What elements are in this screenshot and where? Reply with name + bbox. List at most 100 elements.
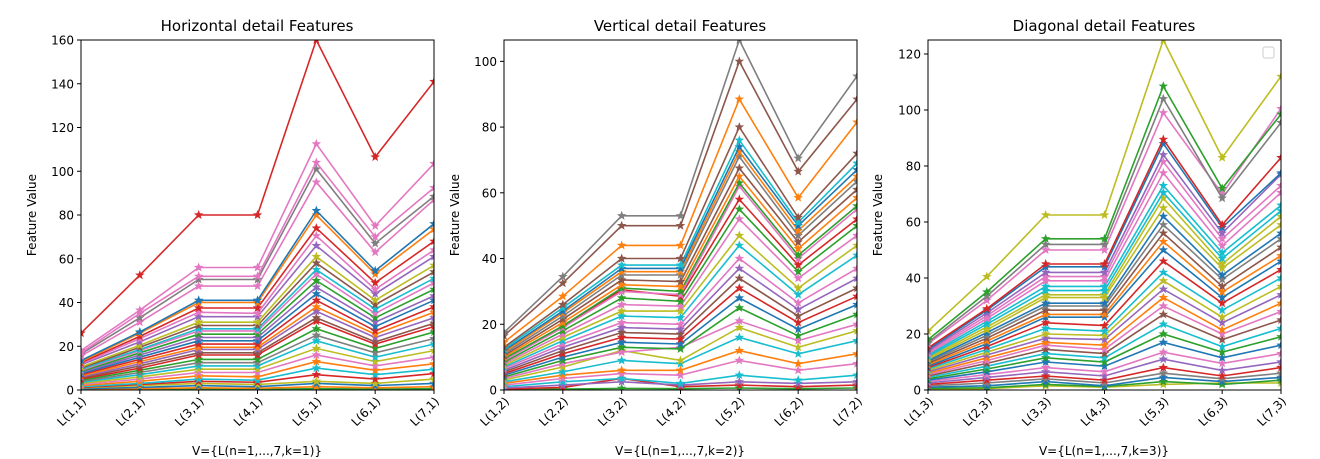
star-marker	[793, 260, 803, 270]
star-marker	[1158, 107, 1169, 117]
star-marker	[982, 319, 992, 329]
star-marker	[193, 354, 204, 364]
star-marker	[504, 337, 509, 347]
x-tick-label: L(2,2)	[536, 394, 571, 429]
star-marker	[1099, 361, 1110, 371]
star-marker	[558, 348, 568, 358]
star-marker	[982, 358, 992, 368]
star-marker	[734, 230, 745, 240]
star-marker	[734, 376, 745, 386]
chart-diagonal-detail: Diagonal detail Features V={L(n=1,...,7,…	[871, 17, 1289, 458]
chart-vertical-detail: Vertical detail Features V={L(n=1,...,7,…	[448, 17, 865, 458]
star-marker	[793, 273, 803, 283]
star-marker	[1276, 71, 1281, 81]
star-marker	[311, 138, 322, 148]
star-marker	[1276, 200, 1281, 210]
star-marker	[736, 40, 743, 44]
star-marker	[311, 381, 322, 390]
star-marker	[734, 94, 745, 104]
star-marker	[1040, 357, 1051, 366]
star-marker	[311, 376, 322, 386]
star-marker	[558, 362, 568, 371]
star-marker	[1217, 247, 1227, 257]
star-marker	[675, 281, 686, 291]
star-marker	[734, 141, 745, 151]
star-marker	[429, 318, 434, 328]
plot-area: 0 20 40 60 80 100 120 140 160 L(1,1) L(2,1) L(3,1) L…	[51, 34, 442, 429]
star-marker	[370, 347, 380, 357]
star-marker	[193, 374, 204, 384]
x-axis-label: V={L(n=1,...,7,k=1)}	[192, 444, 322, 458]
y-tick-label: 0	[66, 384, 74, 398]
star-marker	[370, 265, 380, 275]
star-marker	[370, 343, 380, 353]
star-marker	[370, 299, 380, 309]
star-marker	[1099, 301, 1110, 310]
star-marker	[616, 337, 627, 347]
star-marker	[311, 343, 322, 353]
star-marker	[982, 364, 992, 373]
star-marker	[982, 291, 992, 301]
star-marker	[252, 281, 263, 291]
star-marker	[734, 178, 745, 187]
y-tick-label: 60	[59, 252, 74, 266]
star-marker	[675, 306, 686, 316]
star-marker	[616, 373, 627, 383]
star-marker	[852, 299, 857, 309]
star-marker	[1040, 348, 1051, 358]
star-marker	[675, 260, 686, 270]
star-marker	[982, 378, 992, 387]
star-marker	[1040, 373, 1051, 383]
star-marker	[1276, 357, 1281, 366]
star-marker	[1158, 362, 1169, 372]
star-marker	[429, 307, 434, 317]
star-marker	[370, 374, 380, 384]
star-marker	[852, 214, 857, 224]
star-marker	[370, 269, 380, 279]
star-marker	[928, 338, 933, 348]
star-marker	[1276, 219, 1281, 229]
x-tick-label: L(6,1)	[349, 394, 384, 429]
star-marker	[734, 302, 745, 312]
y-tick-label: 80	[906, 160, 921, 174]
star-marker	[1099, 289, 1110, 299]
star-marker	[1099, 366, 1110, 376]
star-marker	[616, 210, 627, 220]
star-marker	[370, 317, 380, 327]
star-marker	[1276, 117, 1281, 127]
star-marker	[675, 301, 686, 311]
star-marker	[852, 201, 857, 210]
y-tick-label: 20	[482, 318, 497, 332]
star-marker	[675, 220, 686, 230]
chart-horizontal-detail: Horizontal detail Features V={L(n=1,...,…	[25, 17, 442, 458]
star-marker	[734, 181, 745, 191]
star-marker	[1276, 306, 1281, 316]
star-marker	[252, 320, 263, 330]
star-marker	[311, 363, 322, 373]
star-marker	[852, 325, 857, 335]
chart-title: Horizontal detail Features	[161, 17, 354, 35]
star-marker	[370, 284, 380, 294]
star-marker	[734, 293, 745, 302]
star-marker	[734, 194, 745, 204]
star-marker	[558, 332, 568, 342]
x-tick-label: L(6,2)	[772, 394, 807, 429]
star-marker	[311, 275, 322, 285]
star-marker	[982, 341, 992, 351]
star-marker	[793, 365, 803, 375]
star-marker	[1217, 259, 1227, 268]
star-marker	[429, 374, 434, 384]
star-marker	[675, 270, 686, 279]
star-marker	[252, 339, 263, 349]
star-marker	[558, 291, 568, 301]
star-marker	[311, 264, 322, 274]
star-marker	[1276, 281, 1281, 291]
star-marker	[252, 274, 263, 284]
star-marker	[429, 76, 434, 86]
star-marker	[1217, 298, 1227, 308]
star-marker	[370, 321, 380, 331]
star-marker	[1217, 274, 1227, 284]
star-marker	[852, 148, 857, 158]
star-marker	[429, 277, 434, 287]
y-tick-label: 20	[59, 340, 74, 354]
